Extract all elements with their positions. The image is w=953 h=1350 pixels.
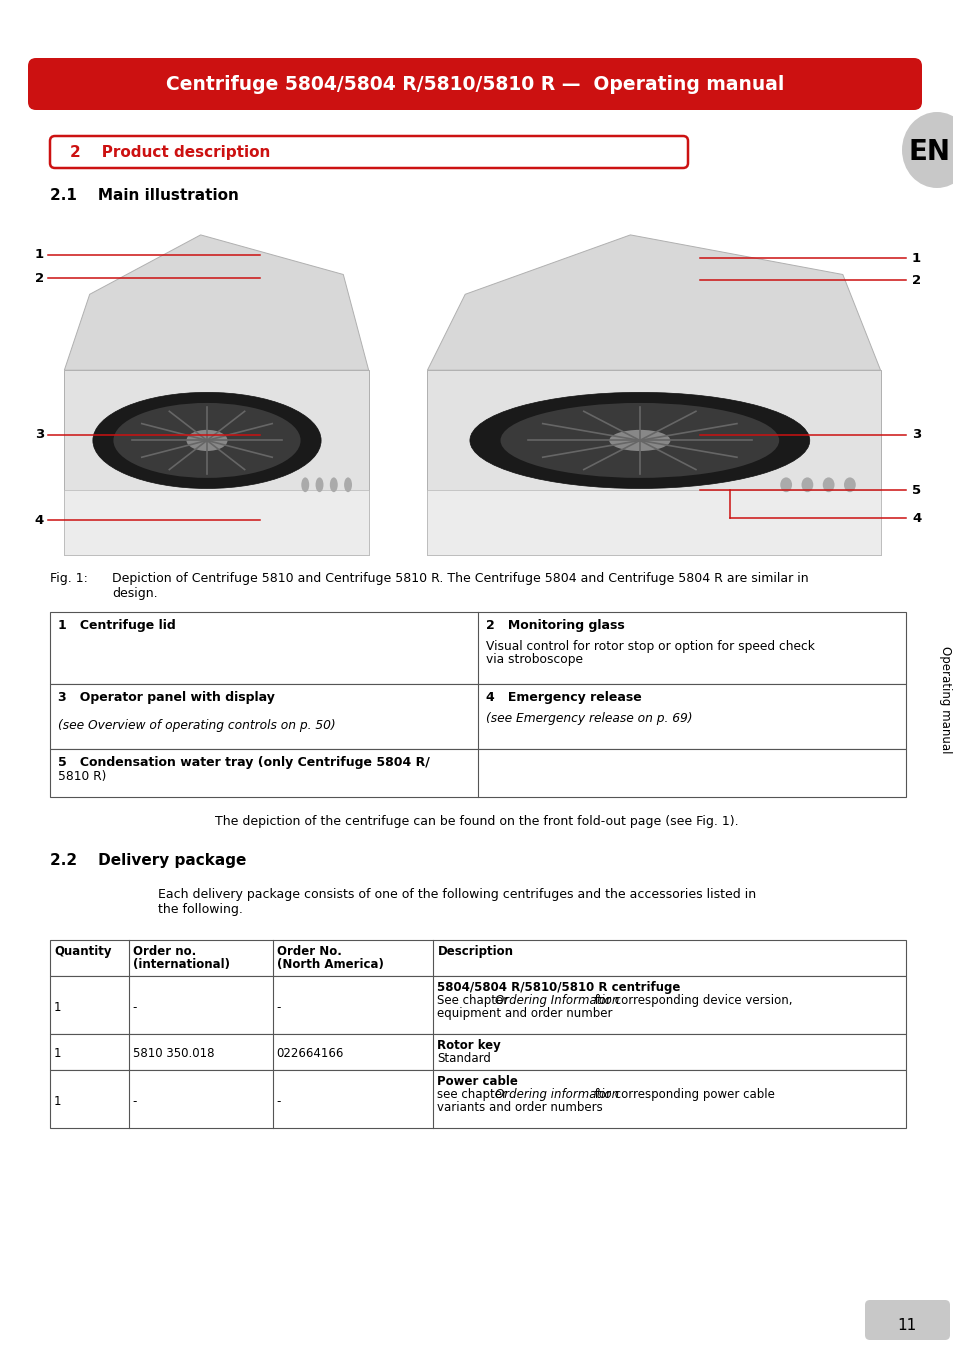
Text: Fig. 1:: Fig. 1: <box>50 572 88 585</box>
Text: Each delivery package consists of one of the following centrifuges and the acces: Each delivery package consists of one of… <box>158 888 756 917</box>
Text: Visual control for rotor stop or option for speed check: Visual control for rotor stop or option … <box>485 640 814 653</box>
Text: 2    Product description: 2 Product description <box>70 144 270 159</box>
Text: see chapter: see chapter <box>437 1088 511 1102</box>
Text: 2.2    Delivery package: 2.2 Delivery package <box>50 853 246 868</box>
Text: Order no.: Order no. <box>132 945 195 958</box>
Text: 4: 4 <box>34 513 44 526</box>
Text: -: - <box>132 1002 137 1014</box>
Text: Operating manual: Operating manual <box>939 647 951 753</box>
Text: 1: 1 <box>911 251 921 265</box>
Ellipse shape <box>843 478 855 493</box>
Ellipse shape <box>500 402 779 478</box>
Ellipse shape <box>609 429 670 451</box>
Text: for corresponding power cable: for corresponding power cable <box>591 1088 774 1102</box>
Text: 1: 1 <box>54 1048 61 1060</box>
Text: (North America): (North America) <box>276 958 383 971</box>
Text: 1   Centrifuge lid: 1 Centrifuge lid <box>58 620 175 632</box>
Text: 5: 5 <box>911 483 921 497</box>
Bar <box>427 370 880 555</box>
Text: Order No.: Order No. <box>276 945 341 958</box>
Text: Ordering Information: Ordering Information <box>495 994 618 1007</box>
Text: See chapter: See chapter <box>437 994 512 1007</box>
Text: The depiction of the centrifuge can be found on the front fold-out page (see Fig: The depiction of the centrifuge can be f… <box>215 815 738 828</box>
Text: 3   Operator panel with display: 3 Operator panel with display <box>58 691 274 703</box>
Ellipse shape <box>301 478 309 493</box>
Text: Depiction of Centrifuge 5810 and Centrifuge 5810 R. The Centrifuge 5804 and Cent: Depiction of Centrifuge 5810 and Centrif… <box>112 572 808 599</box>
Ellipse shape <box>113 402 300 478</box>
Text: 3: 3 <box>34 428 44 441</box>
Ellipse shape <box>315 478 323 493</box>
Text: (international): (international) <box>132 958 230 971</box>
Text: variants and order numbers: variants and order numbers <box>437 1102 602 1114</box>
Text: -: - <box>276 1095 280 1108</box>
Bar <box>50 749 905 796</box>
Text: 2.1    Main illustration: 2.1 Main illustration <box>50 188 238 202</box>
Text: 1: 1 <box>54 1002 61 1014</box>
Text: 2: 2 <box>911 274 921 286</box>
Text: equipment and order number: equipment and order number <box>437 1007 613 1021</box>
Text: via stroboscope: via stroboscope <box>485 653 582 666</box>
Bar <box>64 490 368 555</box>
Text: Power cable: Power cable <box>437 1075 517 1088</box>
Text: 5810 350.018: 5810 350.018 <box>132 1048 214 1060</box>
Polygon shape <box>64 235 368 370</box>
Ellipse shape <box>344 478 352 493</box>
Text: 11: 11 <box>897 1318 916 1332</box>
Bar <box>50 1034 905 1071</box>
Text: -: - <box>276 1002 280 1014</box>
Text: (see Overview of operating controls on p. 50): (see Overview of operating controls on p… <box>58 720 335 732</box>
Ellipse shape <box>901 112 953 188</box>
Text: EN: EN <box>908 138 950 166</box>
Text: (see Emergency release on p. 69): (see Emergency release on p. 69) <box>485 711 692 725</box>
Bar <box>427 490 880 555</box>
Bar <box>64 370 368 555</box>
Bar <box>50 940 905 976</box>
Text: 5804/5804 R/5810/5810 R centrifuge: 5804/5804 R/5810/5810 R centrifuge <box>437 981 680 994</box>
Ellipse shape <box>92 393 321 489</box>
Text: 3: 3 <box>911 428 921 441</box>
Bar <box>50 612 905 684</box>
Text: 1: 1 <box>35 248 44 262</box>
Text: 4   Emergency release: 4 Emergency release <box>485 691 641 703</box>
Text: for corresponding device version,: for corresponding device version, <box>591 994 792 1007</box>
Text: Rotor key: Rotor key <box>437 1040 500 1052</box>
Text: 2   Monitoring glass: 2 Monitoring glass <box>485 620 624 632</box>
Bar <box>50 1071 905 1129</box>
Ellipse shape <box>821 478 834 493</box>
Ellipse shape <box>330 478 337 493</box>
Text: Description: Description <box>437 945 513 958</box>
Text: Standard: Standard <box>437 1052 491 1065</box>
Polygon shape <box>427 235 880 370</box>
Ellipse shape <box>470 393 809 489</box>
Bar <box>50 976 905 1034</box>
Text: 4: 4 <box>911 512 921 525</box>
Ellipse shape <box>186 429 228 451</box>
Text: Centrifuge 5804/5804 R/5810/5810 R —  Operating manual: Centrifuge 5804/5804 R/5810/5810 R — Ope… <box>166 74 783 93</box>
Text: Ordering information: Ordering information <box>495 1088 618 1102</box>
Ellipse shape <box>780 478 791 493</box>
Bar <box>50 684 905 749</box>
Text: 022664166: 022664166 <box>276 1048 344 1060</box>
Text: 1: 1 <box>54 1095 61 1108</box>
Text: -: - <box>132 1095 137 1108</box>
Ellipse shape <box>801 478 813 493</box>
Text: Quantity: Quantity <box>54 945 112 958</box>
FancyBboxPatch shape <box>50 136 687 167</box>
FancyBboxPatch shape <box>864 1300 949 1341</box>
Text: 2: 2 <box>35 271 44 285</box>
Text: 5810 R): 5810 R) <box>58 769 107 783</box>
FancyBboxPatch shape <box>28 58 921 109</box>
Text: 5   Condensation water tray (only Centrifuge 5804 R/: 5 Condensation water tray (only Centrifu… <box>58 756 430 770</box>
